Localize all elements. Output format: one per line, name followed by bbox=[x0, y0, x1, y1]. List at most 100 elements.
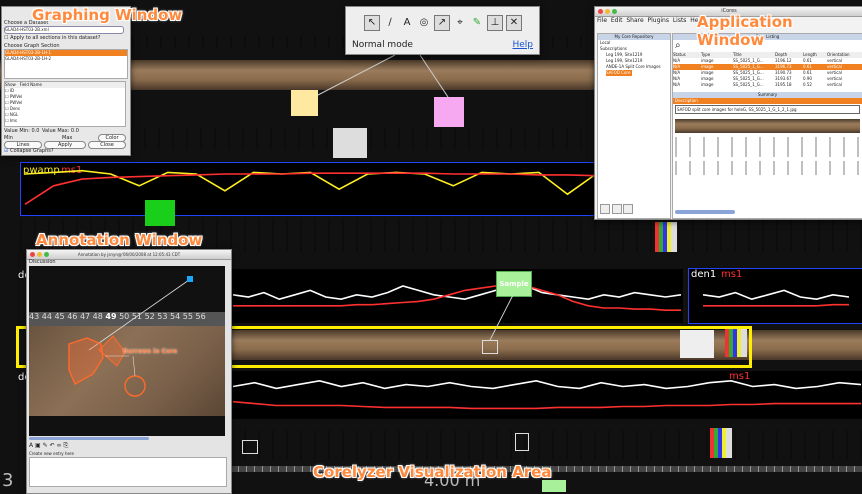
note-yellow[interactable] bbox=[291, 90, 318, 116]
note-pink[interactable] bbox=[434, 97, 464, 127]
zoom-window-icon[interactable] bbox=[612, 9, 617, 14]
field-row[interactable]: ☐ NGL bbox=[5, 112, 19, 117]
dataset-select[interactable]: GLAD4-HST03-2B.xml bbox=[4, 26, 124, 34]
graph-panel-mid[interactable] bbox=[230, 268, 684, 324]
graph-panel-low[interactable]: ms1 bbox=[230, 370, 862, 420]
color-chart-1 bbox=[655, 222, 677, 252]
annotation-markup-svg bbox=[68, 276, 193, 397]
tree-item-selected[interactable]: SAFOD Core bbox=[606, 70, 632, 76]
zoom-tool-icon[interactable]: ◎ bbox=[419, 17, 429, 28]
split-tool-icon[interactable]: ⊥ bbox=[487, 15, 503, 31]
listing-row[interactable]: N/A image SS_5025_1_G... 3195.18 0.52 vertica… bbox=[673, 82, 862, 88]
annotation-marker-box-2[interactable] bbox=[242, 440, 258, 454]
annotation-marker-box-1[interactable] bbox=[482, 340, 498, 354]
tree-item[interactable]: Leg 199, Site1219 bbox=[606, 58, 643, 63]
refresh-icon[interactable] bbox=[623, 204, 634, 214]
menu-lists[interactable]: Lists bbox=[672, 17, 687, 24]
listing-cell: vertical bbox=[827, 70, 842, 75]
listing-cell: image bbox=[701, 82, 714, 87]
col-title: Title bbox=[733, 52, 742, 57]
series-line-den1 bbox=[702, 289, 850, 301]
minimize-window-icon[interactable] bbox=[605, 9, 610, 14]
apply-button[interactable]: Apply bbox=[44, 141, 86, 149]
help-link[interactable]: Help bbox=[512, 40, 533, 50]
add-icon[interactable] bbox=[600, 204, 610, 214]
tree-item[interactable]: ANDE-1A Split Core Images bbox=[606, 64, 661, 69]
listing-cell: image bbox=[701, 70, 714, 75]
listing-row[interactable]: N/A image SS_5025_1_G... 3196.12 0.61 vertica… bbox=[673, 58, 862, 64]
listing-row[interactable]: N/A image SS_5025_1_G... 3196.73 0.61 vertica… bbox=[673, 64, 862, 70]
listing-row[interactable]: N/A image SS_5025_1_G... 3193.67 0.90 vertica… bbox=[673, 76, 862, 82]
graph-panel-mid-right[interactable]: den1 ms1 bbox=[688, 268, 862, 324]
annotation-entry-field[interactable] bbox=[29, 457, 227, 487]
graph-section-list[interactable]: GLAD4-HST03-2B-1H-1 GLAD4-HST03-2B-1H-2 bbox=[4, 49, 128, 79]
text-tool-icon[interactable]: A bbox=[403, 17, 411, 28]
remove-icon[interactable] bbox=[611, 204, 622, 214]
field-row[interactable]: ☐ ID bbox=[5, 88, 15, 93]
tree-item[interactable]: Local bbox=[600, 40, 611, 45]
col-show: Show bbox=[5, 82, 16, 87]
app-title: iCores bbox=[721, 8, 737, 14]
listing-cell: N/A bbox=[673, 70, 681, 75]
core-section-7[interactable] bbox=[230, 430, 862, 460]
section-item-2[interactable]: GLAD4-HST03-2B-1H-2 bbox=[5, 56, 52, 61]
field-row[interactable]: ☐ Dens bbox=[5, 106, 21, 111]
core-section-6[interactable] bbox=[230, 330, 862, 360]
image-icon[interactable]: ▣ bbox=[35, 442, 41, 449]
tool-palette: ↖ ∕ A ◎ ↗ ⌖ ✎ ⊥ ✕ Normal mode Help bbox=[345, 6, 540, 55]
menu-file[interactable]: File bbox=[597, 17, 608, 24]
arrow-tool-icon[interactable]: ↖ bbox=[364, 15, 380, 31]
menu-help[interactable]: Help bbox=[690, 17, 704, 24]
mode-label: Normal mode bbox=[352, 40, 413, 50]
annotation-tab[interactable]: Discussion bbox=[29, 259, 56, 265]
crosshair-tool-icon[interactable]: ⌖ bbox=[457, 17, 463, 28]
close-window-icon[interactable] bbox=[598, 9, 603, 14]
listing-title: Core Listing bbox=[673, 34, 862, 40]
graphing-window: Choose a Dataset GLAD4-HST03-2B.xml ☐ Ap… bbox=[1, 6, 131, 156]
tree-item[interactable]: Subscriptions bbox=[600, 46, 627, 51]
attach-icon[interactable]: ⎘ bbox=[63, 442, 69, 449]
search-icon[interactable]: ⌕ bbox=[675, 40, 681, 51]
note-green[interactable] bbox=[145, 200, 175, 226]
listing-cell: image bbox=[701, 58, 714, 63]
field-row[interactable]: ☐ PWVel bbox=[5, 100, 23, 105]
note-sample[interactable]: Sample bbox=[496, 271, 532, 297]
menu-plugins[interactable]: Plugins bbox=[647, 17, 669, 24]
core-section-3[interactable] bbox=[130, 128, 330, 150]
listing-scrollbar[interactable] bbox=[675, 210, 735, 214]
link-icon[interactable]: ∞ bbox=[56, 442, 62, 449]
field-row[interactable]: ☐ PWVel bbox=[5, 94, 23, 99]
tree-item[interactable]: Leg 199, Site1219 bbox=[606, 52, 643, 57]
annotation-marker-box-3[interactable] bbox=[515, 433, 529, 451]
marker-tool-icon[interactable]: ✎ bbox=[472, 17, 482, 28]
close-tool-icon[interactable]: ✕ bbox=[506, 15, 522, 31]
minimize-window-icon[interactable] bbox=[37, 252, 42, 257]
listing-cell: vertical bbox=[827, 58, 842, 63]
selected-core-highlight[interactable] bbox=[16, 326, 752, 368]
listing-cell: 0.52 bbox=[803, 82, 812, 87]
repository-pane: My Core Repository Local Subscriptions L… bbox=[597, 33, 671, 219]
note-green-bottom[interactable] bbox=[542, 480, 566, 492]
listing-cell: 3196.73 bbox=[775, 64, 792, 69]
menu-share[interactable]: Share bbox=[626, 17, 644, 24]
zoom-window-icon[interactable] bbox=[44, 252, 49, 257]
section-item-1[interactable]: GLAD4-HST03-2B-1H-1 bbox=[5, 50, 127, 56]
annotation-canvas[interactable]: 43 44 45 46 47 48 49 50 51 52 53 54 55 5… bbox=[29, 266, 225, 436]
field-row[interactable]: ☐ Ims bbox=[5, 118, 18, 123]
close-window-icon[interactable] bbox=[30, 252, 35, 257]
select-tool-icon[interactable]: ↗ bbox=[434, 15, 450, 31]
color-chart-2 bbox=[725, 327, 747, 357]
depth-ruler bbox=[230, 466, 862, 472]
text-format-icon[interactable]: A bbox=[29, 442, 34, 449]
line-tool-icon[interactable]: ∕ bbox=[388, 17, 392, 28]
annotation-scrollbar[interactable] bbox=[29, 437, 149, 440]
apply-all-checkbox[interactable]: ☐ Apply to all sections in this dataset? bbox=[4, 35, 101, 41]
listing-row[interactable]: N/A image SS_5025_1_G... 3190.73 0.61 vertica… bbox=[673, 70, 862, 76]
menu-edit[interactable]: Edit bbox=[610, 17, 623, 24]
lines-select[interactable]: Lines bbox=[4, 141, 42, 149]
pen-icon[interactable]: ✎ bbox=[42, 442, 48, 449]
close-button[interactable]: Close bbox=[88, 141, 126, 149]
undo-icon[interactable]: ↶ bbox=[49, 442, 55, 449]
preview-core-3 bbox=[675, 161, 860, 175]
collapse-checkbox[interactable]: ☑ Collapse Graphs? bbox=[4, 148, 54, 154]
